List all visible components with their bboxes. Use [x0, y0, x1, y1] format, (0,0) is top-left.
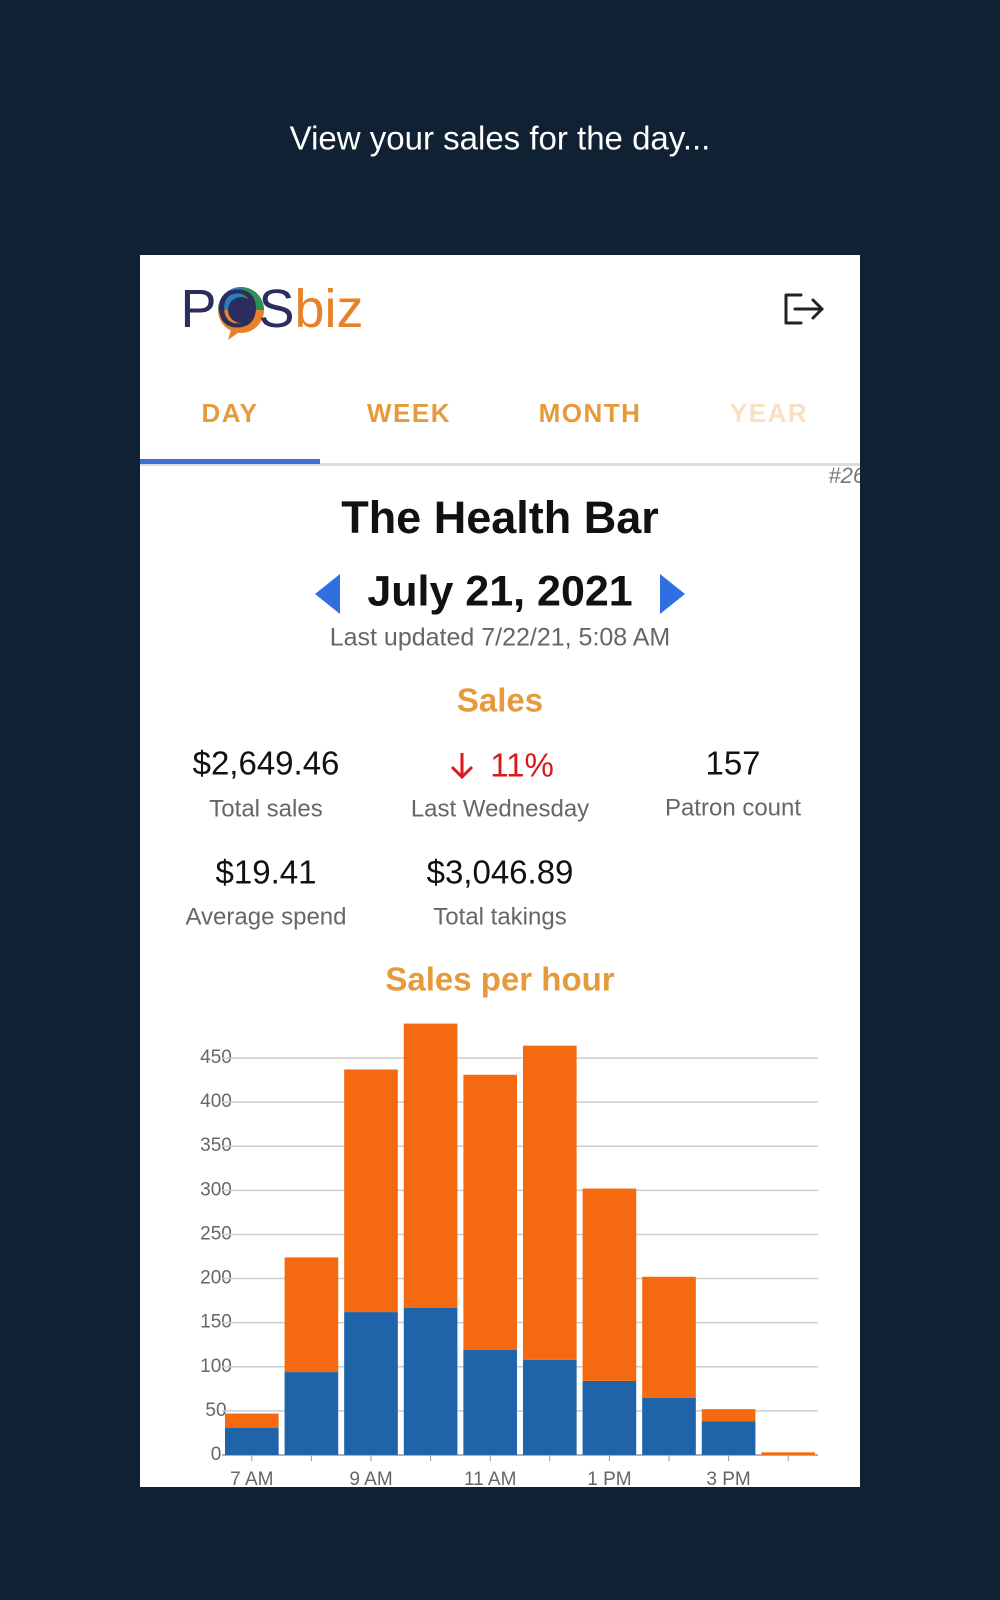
- bar-segment: [522, 1359, 577, 1455]
- stat-label: Total takings: [433, 903, 566, 930]
- tab-year[interactable]: YEAR: [730, 398, 808, 428]
- stat-value: 157: [705, 745, 760, 782]
- bar-segment: [224, 1427, 279, 1455]
- logo-primary: POS: [180, 279, 294, 339]
- bar-segment: [642, 1397, 696, 1455]
- bar-segment: [344, 1312, 398, 1455]
- bar-segment: [582, 1188, 637, 1381]
- bar-segment: [522, 1045, 577, 1360]
- sales-title: Sales: [457, 682, 543, 719]
- bar-segment: [403, 1307, 458, 1455]
- tab-indicator: [140, 459, 320, 464]
- y-tick-label: 100: [200, 1356, 232, 1377]
- bar-segment: [284, 1257, 339, 1373]
- tab-day[interactable]: DAY: [201, 398, 258, 428]
- bar-segment: [224, 1413, 279, 1428]
- tab-week[interactable]: WEEK: [367, 398, 451, 428]
- bar-segment: [582, 1380, 637, 1455]
- y-tick-label: 200: [200, 1268, 232, 1289]
- stat-label: Last Wednesday: [411, 795, 589, 822]
- stat-value: $3,046.89: [427, 854, 574, 891]
- stat-label: Average spend: [185, 903, 346, 930]
- logo-icon: [218, 287, 264, 340]
- chart-title: Sales per hour: [385, 961, 614, 998]
- y-tick-label: 250: [200, 1223, 232, 1244]
- y-tick-label: 350: [200, 1135, 232, 1156]
- store-id: #2674: [828, 463, 889, 488]
- stat-value: 11%: [490, 747, 554, 784]
- next-day[interactable]: [660, 574, 685, 614]
- logo: POSbiz: [180, 279, 363, 339]
- stat-value: $2,649.46: [193, 745, 340, 782]
- date: July 21, 2021: [367, 567, 632, 615]
- y-tick-label: 300: [200, 1179, 232, 1200]
- logout-icon[interactable]: [784, 293, 824, 325]
- stat-label: Total sales: [209, 795, 322, 822]
- x-tick-label: 1 PM: [587, 1469, 631, 1490]
- bar-segment: [761, 1452, 816, 1455]
- caption: View your sales for the day...: [290, 120, 711, 157]
- tab-divider: [140, 463, 860, 466]
- y-tick-label: 400: [200, 1091, 232, 1112]
- bar-segment: [284, 1372, 339, 1455]
- app-card: POSbiz DAY WEEK MONTH YEAR #2674 The Hea…: [140, 255, 889, 1490]
- y-tick-label: 150: [200, 1312, 232, 1333]
- bar-segment: [463, 1074, 518, 1351]
- bar-segment: [463, 1350, 518, 1455]
- bar-segment: [344, 1069, 398, 1313]
- last-updated: Last updated 7/22/21, 5:08 AM: [330, 624, 671, 652]
- bar-segment: [403, 1023, 458, 1308]
- bar-segment: [701, 1409, 756, 1422]
- x-tick-label: 7 AM: [230, 1469, 273, 1490]
- prev-day[interactable]: [315, 574, 340, 614]
- y-tick-label: 50: [205, 1400, 226, 1421]
- down-arrow: [450, 753, 474, 780]
- tab-month[interactable]: MONTH: [539, 398, 642, 428]
- x-tick-label: 3 PM: [706, 1469, 750, 1490]
- y-tick-label: 0: [211, 1444, 222, 1465]
- y-tick-label: 450: [200, 1047, 232, 1068]
- x-tick-label: 9 AM: [349, 1469, 392, 1490]
- store-name: The Health Bar: [341, 492, 659, 543]
- stat-label: Patron count: [665, 794, 801, 821]
- bar-segment: [701, 1421, 756, 1455]
- bar-segment: [642, 1276, 696, 1398]
- stat-value: $19.41: [216, 854, 317, 891]
- x-tick-label: 11 AM: [464, 1469, 516, 1490]
- chart: 0 50 100 150 200 250 300 350 400 450 7 AM 9 AM 11 AM…: [200, 1023, 818, 1490]
- logo-secondary: biz: [295, 279, 364, 339]
